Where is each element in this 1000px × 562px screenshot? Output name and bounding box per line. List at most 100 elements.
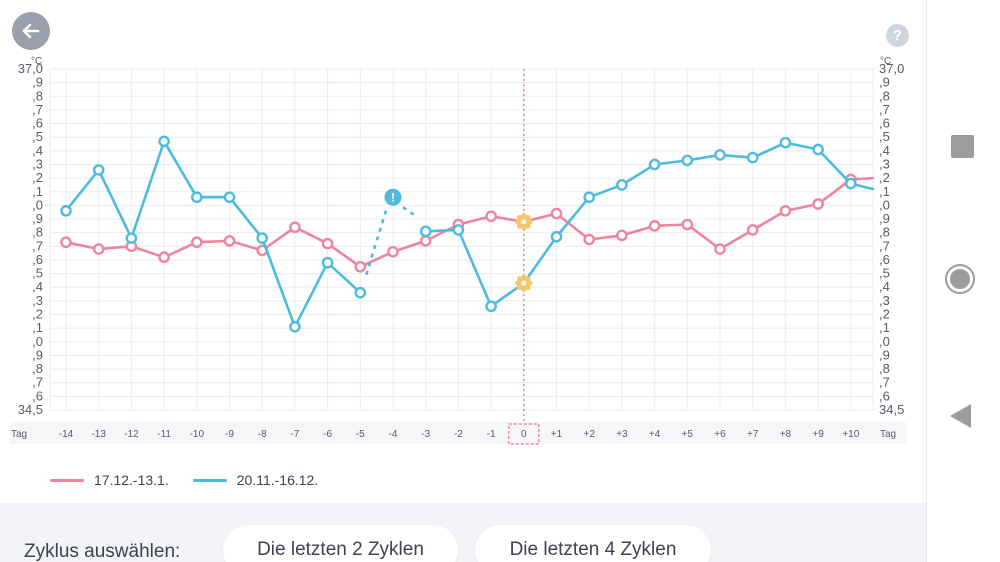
y-tick-label-right: ,7 <box>879 102 890 117</box>
x-tick-label: -1 <box>487 429 496 440</box>
data-point-blue <box>158 135 170 148</box>
triangle-back-icon[interactable] <box>950 404 971 428</box>
y-tick-label-right: ,5 <box>879 129 890 144</box>
y-tick-label-right: ,3 <box>879 156 890 171</box>
y-tick-label-left: ,7 <box>32 102 43 117</box>
data-point-pink <box>419 235 432 247</box>
data-point-blue <box>223 191 236 204</box>
data-point-blue <box>746 151 759 164</box>
y-tick-label-left: ,8 <box>32 361 43 376</box>
y-tick-label-right: ,5 <box>879 266 890 281</box>
x-tick-label: -12 <box>124 429 139 440</box>
data-point-blue <box>256 232 269 244</box>
data-point-pink <box>779 205 792 217</box>
data-point-pink <box>387 245 399 258</box>
x-tick-label: -13 <box>91 429 106 440</box>
y-tick-label-left: 34,5 <box>18 402 43 417</box>
y-tick-label-right: ,2 <box>879 307 890 322</box>
cycle-selection-panel <box>0 503 926 562</box>
legend-swatch-pink <box>50 478 84 482</box>
y-tick-label-left: ,4 <box>32 143 43 158</box>
data-point-pink <box>321 237 334 250</box>
x-tick-label: -3 <box>421 429 430 440</box>
last-2-cycles-button[interactable]: Die letzten 2 Zyklen <box>223 525 458 562</box>
warning-connector <box>402 206 419 219</box>
cycle-select-label: Zyklus auswählen: <box>24 541 181 562</box>
x-tick-label: -9 <box>225 429 234 440</box>
x-tick-label: -5 <box>356 429 365 440</box>
y-tick-label-right: 34,5 <box>879 402 904 417</box>
ovulation-point-center <box>521 280 527 286</box>
help-button[interactable]: ? <box>886 24 909 47</box>
data-point-blue <box>452 224 465 236</box>
x-tick-label: +7 <box>747 429 759 440</box>
x-tick-label: -10 <box>190 429 205 440</box>
data-point-pink <box>354 260 367 273</box>
x-tick-label: 0 <box>521 429 527 440</box>
y-tick-label-left: ,8 <box>32 88 43 103</box>
x-tick-label: +2 <box>583 429 595 440</box>
warning-icon-label: ! <box>391 191 395 205</box>
y-tick-label-left: ,2 <box>32 307 43 322</box>
data-point-blue <box>648 158 661 171</box>
data-point-blue <box>550 230 563 243</box>
circle-icon[interactable] <box>945 264 975 294</box>
y-unit-label-left: °C <box>31 56 42 67</box>
y-unit-label-right: °C <box>880 56 891 67</box>
square-icon[interactable] <box>951 135 974 158</box>
y-tick-label-left: ,1 <box>32 184 43 199</box>
x-tick-label: -11 <box>157 429 171 440</box>
legend-label: 17.12.-13.1. <box>94 472 169 488</box>
data-point-blue <box>681 154 694 167</box>
ovulation-day-marker <box>508 423 540 445</box>
data-point-pink <box>812 198 824 210</box>
y-tick-label-right: ,6 <box>879 116 890 131</box>
data-point-pink <box>681 218 694 231</box>
y-tick-label-right: ,0 <box>879 197 890 212</box>
data-point-blue <box>92 164 105 176</box>
data-point-pink <box>714 243 726 255</box>
data-point-pink <box>485 210 497 223</box>
data-point-pink <box>190 236 203 249</box>
x-tick-label: -2 <box>454 429 463 440</box>
data-point-blue <box>583 191 596 204</box>
data-point-blue <box>714 149 726 161</box>
circle-icon-inner <box>950 269 970 289</box>
y-tick-label-left: ,1 <box>32 320 43 335</box>
y-tick-label-left: ,6 <box>32 388 43 403</box>
help-icon: ? <box>892 27 903 44</box>
y-tick-label-left: ,7 <box>32 238 43 253</box>
y-tick-label-right: ,1 <box>879 320 890 335</box>
y-tick-label-right: ,4 <box>879 279 890 294</box>
y-tick-label-right: ,2 <box>879 170 890 185</box>
last-4-cycles-button[interactable]: Die letzten 4 Zyklen <box>475 525 711 562</box>
ovulation-point-marker <box>515 213 533 231</box>
data-point-blue <box>485 300 497 313</box>
x-tick-label: +6 <box>714 429 726 440</box>
data-point-blue <box>60 205 72 217</box>
y-tick-label-left: ,9 <box>32 347 43 362</box>
y-tick-label-right: ,8 <box>879 225 890 240</box>
back-button[interactable] <box>12 12 50 50</box>
data-point-blue <box>419 225 432 238</box>
x-tick-label: +10 <box>842 429 859 440</box>
y-tick-label-left: ,4 <box>32 279 43 294</box>
data-point-blue <box>616 179 628 191</box>
data-point-pink <box>158 251 170 264</box>
arrow-left-icon <box>22 23 40 39</box>
x-axis-label-right: Tag <box>880 429 896 440</box>
legend-item-previous: 20.11.-16.12. <box>192 472 318 488</box>
data-point-pink <box>583 233 596 246</box>
app-screen: 37,0 37,0,9,9,8,8,7,7,6,6,5,5,4,4,3,3,2,2… <box>0 12 926 562</box>
y-tick-label-right: ,0 <box>879 334 890 349</box>
y-tick-label-right: ,6 <box>879 388 890 403</box>
data-point-pink <box>616 229 628 242</box>
data-point-blue <box>289 320 301 333</box>
warning-connector <box>365 206 389 276</box>
x-tick-label: +8 <box>780 429 792 440</box>
y-tick-label-left: 37,0 <box>18 61 43 76</box>
y-tick-label-right: ,7 <box>879 238 890 253</box>
y-tick-label-left: ,9 <box>32 211 43 226</box>
data-point-pink <box>60 236 72 249</box>
legend-swatch-blue <box>192 478 227 482</box>
